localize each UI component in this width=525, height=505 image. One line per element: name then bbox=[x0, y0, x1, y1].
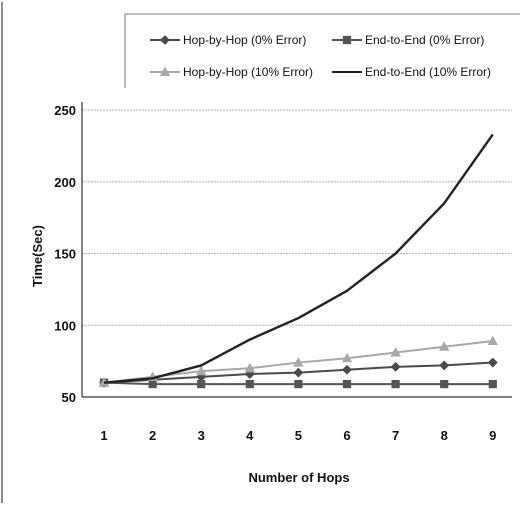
x-tick-label: 9 bbox=[489, 428, 496, 443]
y-tick-label: 150 bbox=[54, 247, 76, 262]
data-point bbox=[195, 365, 207, 376]
legend-label: End-to-End (0% Error) bbox=[365, 33, 484, 47]
series-line bbox=[103, 133, 494, 384]
data-point bbox=[439, 360, 450, 371]
data-point bbox=[197, 379, 206, 389]
x-tick-label: 3 bbox=[198, 428, 205, 443]
y-tick-label: 100 bbox=[54, 318, 76, 333]
data-point bbox=[487, 357, 498, 368]
x-tick-label: 4 bbox=[246, 428, 254, 443]
y-tick-label: 250 bbox=[54, 103, 76, 118]
x-tick-label: 6 bbox=[343, 428, 350, 443]
y-tick-label: 200 bbox=[54, 175, 76, 190]
data-point bbox=[341, 352, 353, 363]
legend-swatch-marker bbox=[159, 66, 171, 77]
data-series bbox=[98, 133, 499, 389]
data-point bbox=[244, 362, 256, 373]
x-tick-label: 7 bbox=[392, 428, 399, 443]
data-point bbox=[438, 341, 450, 351]
data-point bbox=[293, 367, 304, 378]
data-point bbox=[293, 357, 304, 367]
legend-swatch-marker bbox=[160, 35, 170, 45]
data-point bbox=[390, 347, 401, 357]
data-point bbox=[390, 361, 401, 372]
data-point bbox=[391, 379, 400, 389]
legend-swatch-marker bbox=[342, 35, 352, 45]
data-point bbox=[294, 379, 303, 389]
data-point bbox=[342, 379, 352, 389]
data-point bbox=[440, 379, 449, 389]
x-tick-label: 2 bbox=[149, 428, 156, 443]
series-4 bbox=[103, 133, 494, 384]
legend-label: Hop-by-Hop (0% Error) bbox=[183, 33, 306, 47]
legend-item: End-to-End (0% Error) bbox=[332, 33, 484, 47]
x-tick-label: 1 bbox=[100, 428, 107, 443]
data-point bbox=[488, 379, 497, 389]
series-2 bbox=[99, 378, 497, 389]
legend: Hop-by-Hop (0% Error) End-to-End (0% Erro… bbox=[150, 33, 491, 79]
legend-item: Hop-by-Hop (10% Error) bbox=[150, 65, 313, 79]
legend-label: End-to-End (10% Error) bbox=[365, 65, 491, 79]
legend-label: Hop-by-Hop (10% Error) bbox=[183, 65, 313, 79]
x-tick-label: 5 bbox=[295, 428, 302, 443]
x-tick-label: 8 bbox=[441, 428, 448, 443]
legend-item: End-to-End (10% Error) bbox=[332, 65, 491, 79]
gridlines bbox=[82, 109, 512, 326]
data-point bbox=[245, 379, 254, 389]
y-axis-title: Time(Sec) bbox=[30, 225, 45, 287]
x-axis-title: Number of Hops bbox=[248, 470, 349, 485]
data-point bbox=[487, 335, 499, 346]
y-tick-label: 50 bbox=[62, 390, 76, 405]
legend-item: Hop-by-Hop (0% Error) bbox=[150, 33, 306, 47]
axes: 50 100 150 200 250 1 2 3 4 5 6 7 8 9 bbox=[54, 102, 512, 443]
data-point bbox=[342, 364, 352, 375]
data-point bbox=[148, 379, 157, 389]
